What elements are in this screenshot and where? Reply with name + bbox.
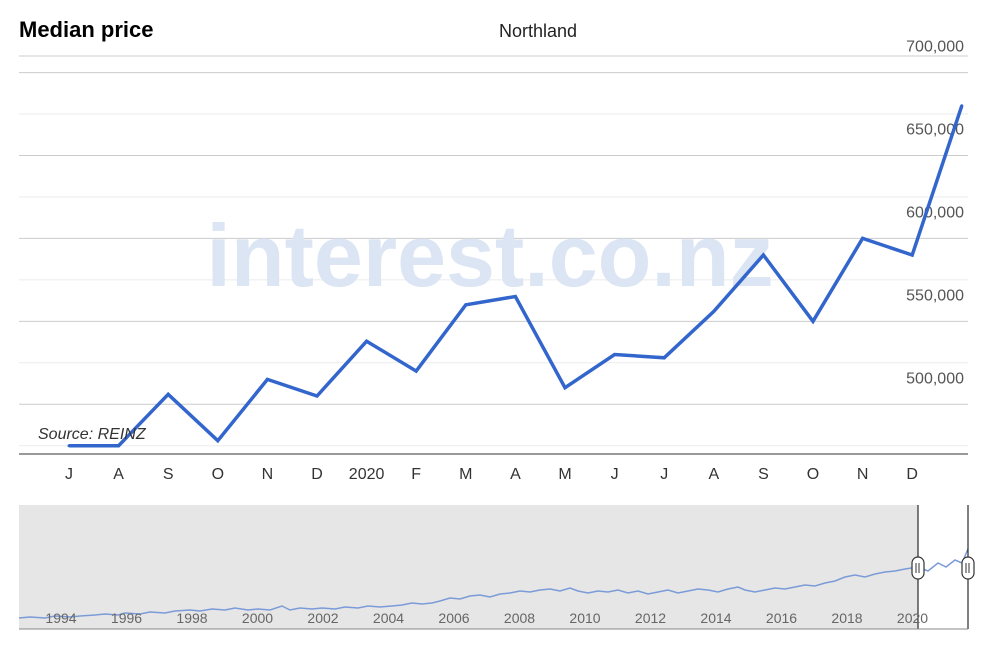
navigator-year-label: 2004 [373,610,404,626]
data-point[interactable] [315,394,319,398]
navigator-year-label: 2006 [438,610,469,626]
navigator-year-label: 1996 [111,610,142,626]
data-point[interactable] [761,253,765,257]
data-point[interactable] [563,386,567,390]
navigator-year-label: 2002 [307,610,338,626]
series-group [67,104,964,448]
x-tick-label: J [65,466,73,483]
data-point[interactable] [117,444,121,448]
y-tick-label: 700,000 [906,39,964,56]
x-tick-label: M [459,466,472,483]
x-tick-label: S [758,466,769,483]
data-point[interactable] [265,377,269,381]
navigator-right-handle[interactable] [961,556,975,580]
y-tick-label: 650,000 [906,122,964,139]
navigator-year-label: 2016 [766,610,797,626]
x-tick-label: J [611,466,619,483]
data-point[interactable] [910,253,914,257]
navigator-year-label: 2010 [569,610,600,626]
navigator-year-label: 1998 [176,610,207,626]
data-point[interactable] [513,294,517,298]
data-point[interactable] [662,356,666,360]
x-tick-label: S [163,466,174,483]
data-point[interactable] [960,104,964,108]
x-tick-label: F [411,466,421,483]
watermark: interest.co.nz [206,206,773,305]
navigator-year-label: 1994 [45,610,76,626]
data-point[interactable] [216,439,220,443]
data-point[interactable] [365,339,369,343]
x-tick-label: A [510,466,521,483]
x-axis-labels: J A S O N D 2020 F M A M J J A S O N D [65,466,918,483]
data-point[interactable] [811,319,815,323]
main-chart[interactable]: interest.co.nz 500,000 550,000 600,000 650,… [0,0,986,500]
navigator-selected-window[interactable] [918,505,968,629]
navigator-year-label: 2020 [897,610,928,626]
watermark-text: interest.co.nz [206,206,773,305]
source-note: Source: REINZ [38,426,146,443]
navigator-year-labels: 1994 1996 1998 2000 2002 2004 2006 2008 2010 2012… [45,610,928,626]
data-point[interactable] [712,309,716,313]
x-tick-label: A [708,466,719,483]
y-tick-label: 600,000 [906,204,964,221]
data-point[interactable] [464,303,468,307]
x-tick-label: N [262,466,274,483]
x-tick-label: D [311,466,323,483]
chart-title: Northland [498,21,578,41]
data-point[interactable] [414,369,418,373]
navigator-year-label: 2008 [504,610,535,626]
navigator-year-label: 2018 [831,610,862,626]
y-tick-label: 500,000 [906,370,964,387]
navigator-year-label: 2014 [700,610,731,626]
navigator-year-label: 2000 [242,610,273,626]
navigator-unselected-area [19,505,918,629]
x-tick-label: N [857,466,869,483]
data-point[interactable] [166,392,170,396]
navigator-series-line [18,548,969,619]
data-point[interactable] [613,353,617,356]
y-tick-label: 550,000 [906,287,964,304]
grid-lines [19,55,968,455]
x-tick-label: A [113,466,124,483]
x-tick-label: O [807,466,819,483]
x-tick-label: 2020 [349,466,385,483]
navigator-left-handle[interactable] [911,556,925,580]
navigator-year-label: 2012 [635,610,666,626]
x-tick-label: J [660,466,668,483]
y-axis-labels: 500,000 550,000 600,000 650,000 700,000 [906,39,964,388]
page-title: Median price [19,17,154,42]
data-point[interactable] [67,444,71,448]
x-tick-label: O [212,466,224,483]
data-point[interactable] [861,236,865,240]
x-tick-label: M [558,466,571,483]
x-tick-label: D [906,466,918,483]
